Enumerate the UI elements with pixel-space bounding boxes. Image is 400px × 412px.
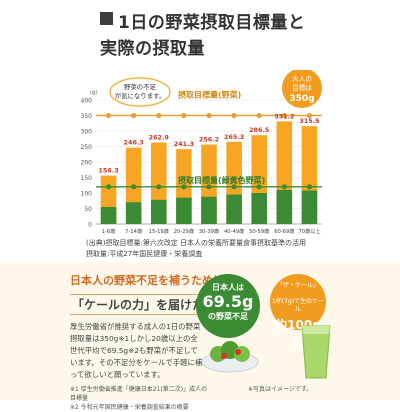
x-category-label-2: 15-19歳: [149, 227, 169, 235]
bar-value-label-3: 241.3: [174, 140, 194, 148]
bar-value-label-7: 331.2: [274, 112, 294, 120]
bar-green-2: [150, 199, 167, 224]
bar-green-5: [226, 194, 242, 224]
bottom-section: 日本人の野菜不足を補うために 「ケールの力」を届けたい 厚生労働省が推奨する成人…: [0, 262, 400, 411]
bar-value-label-1: 246.3: [124, 139, 144, 147]
left-bubble-line2: が気になります。: [115, 91, 166, 100]
bar-value-label-5: 265.3: [224, 133, 244, 141]
y-tick-label-50: 50: [84, 206, 92, 213]
target-green-vegetable-label: 摂取目標量(緑黄色野菜): [178, 175, 265, 185]
adult-target-line1: 大人の: [292, 74, 312, 83]
bar-green-1: [125, 202, 142, 224]
x-category-label-0: 1-6歳: [102, 227, 116, 235]
y-tick-label-0: 0: [88, 222, 92, 229]
page-title-line1: 1日の野菜摂取目標量と: [118, 13, 306, 33]
bar-green-3: [176, 197, 192, 224]
target-vegetable-label: 摂取目標量(野菜): [178, 90, 241, 100]
bar-chart: 0 50 100 150 200 250 300 350 400 (g) 156.3 1-6歳 246…: [81, 70, 322, 235]
title-square-icon: [100, 12, 113, 25]
salad-bowl-icon: [201, 341, 259, 373]
target-vegetable-dot-6: [256, 112, 262, 119]
y-tick-label-350: 350: [81, 113, 93, 120]
target-green-vegetable-dot-6: [256, 184, 262, 190]
target-green-vegetable-dot-5: [231, 184, 237, 190]
y-tick-label-300: 300: [81, 129, 93, 136]
target-vegetable-dot-2: [156, 112, 162, 119]
green-badge-line2: 69.5g: [202, 292, 254, 311]
bottom-paragraph: 厚生労働省が推奨する成人の1日の野菜摂取量は350g※1しかし20歳以上の全世代…: [70, 322, 203, 379]
x-category-label-4: 30-39歳: [199, 227, 219, 235]
page-title-line2: 実際の摂取量: [100, 39, 205, 59]
target-vegetable-dot-8: [306, 112, 313, 119]
y-tick-label-250: 250: [81, 144, 93, 151]
bar-value-label-4: 256.2: [199, 136, 219, 144]
bottom-headline1: 日本人の野菜不足を補うために: [70, 274, 224, 287]
adult-target-line3: 350g: [289, 94, 314, 104]
target-green-vegetable-dot-8: [306, 184, 313, 190]
chart-source-notes: (出典)摂取目標量:第六次改定 日本人の栄養所要量食事摂取基準の活用 摂取量:平…: [86, 238, 306, 260]
green-juice-glass-icon: [301, 325, 331, 379]
orange-badge-line2: 1杯(7g)で生のケール: [271, 298, 325, 313]
target-green-vegetable-dot-2: [156, 184, 162, 190]
bar-value-label-0: 156.3: [98, 167, 118, 175]
title-block: 1日の野菜摂取目標量と 実際の摂取量: [0, 0, 400, 70]
x-category-label-1: 7-14歳: [125, 227, 142, 235]
target-vegetable-dot-0: [105, 112, 112, 119]
left-bubble-line1: 野菜の不足: [124, 82, 157, 91]
chart-source-line1: (出典)摂取目標量:第六次改定 日本人の栄養所要量食事摂取基準の活用: [86, 239, 307, 247]
green-badge-line3: の野菜不足: [208, 312, 248, 321]
bar-value-label-8: 315.5: [299, 117, 319, 125]
footnote-1: ※1 厚生労働省推進「健康日本21(第二次)」成人の目標量: [70, 386, 208, 402]
chart-target-lines: [96, 112, 322, 190]
target-vegetable-dot-1: [131, 112, 137, 119]
target-vegetable-dot-7: [281, 112, 287, 119]
bar-green-0: [100, 206, 117, 224]
vegetable-shortage-badge: 日本人は 69.5g の野菜不足: [196, 274, 260, 338]
x-category-label-5: 40-49歳: [224, 227, 244, 235]
bar-green-7: [276, 189, 293, 224]
bottom-text-column: 日本人の野菜不足を補うために 「ケールの力」を届けたい 厚生労働省が推奨する成人…: [70, 272, 224, 412]
bar-value-label-2: 262.9: [149, 134, 170, 142]
chart-labels: 156.3 1-6歳 246.3 7-14歳 262.9 15-19歳 241.3 20-29…: [98, 70, 322, 235]
bar-value-label-6: 286.5: [249, 126, 269, 134]
y-tick-label-400: 400: [81, 98, 93, 105]
bar-green-6: [251, 193, 268, 224]
y-tick-label-150: 150: [81, 175, 93, 182]
x-category-label-6: 50-59歳: [249, 227, 269, 235]
footnote-2: ※2 令和元年国民健康・栄養調査結果の概要: [70, 404, 189, 411]
target-green-vegetable-dot-7: [281, 184, 287, 190]
adult-target-line2: 目標は: [292, 83, 312, 92]
target-green-vegetable-dot-0: [105, 184, 112, 190]
x-category-label-8: 70歳以上: [298, 227, 320, 235]
y-axis-unit: (g): [90, 90, 98, 96]
adult-target-badge: [282, 70, 322, 108]
chart-source-line2: 摂取量:平成27年国民健康・栄養調査: [86, 250, 203, 258]
target-green-vegetable-dot-4: [206, 184, 212, 190]
target-vegetable-dot-5: [231, 112, 237, 119]
x-category-label-7: 60-69歳: [274, 227, 294, 235]
chart-bars: [100, 121, 318, 224]
photo-note: ※写真はイメージです。: [248, 386, 313, 393]
y-tick-label-200: 200: [81, 160, 93, 167]
green-badge-line1: 日本人は: [212, 283, 244, 292]
target-vegetable-dot-4: [206, 112, 212, 119]
y-tick-label-100: 100: [81, 191, 93, 198]
left-speech-bubble: [109, 77, 171, 107]
target-green-vegetable-dot-1: [131, 184, 137, 190]
bottom-headline2: 「ケールの力」を届けたい: [70, 294, 219, 315]
target-green-vegetable-dot-3: [181, 184, 187, 190]
orange-badge-line1: 「ザ・ケール」: [276, 282, 319, 289]
target-vegetable-dot-3: [181, 112, 187, 119]
bar-green-8: [301, 190, 318, 224]
x-category-label-3: 20-29歳: [174, 227, 194, 235]
bar-green-4: [201, 196, 217, 224]
